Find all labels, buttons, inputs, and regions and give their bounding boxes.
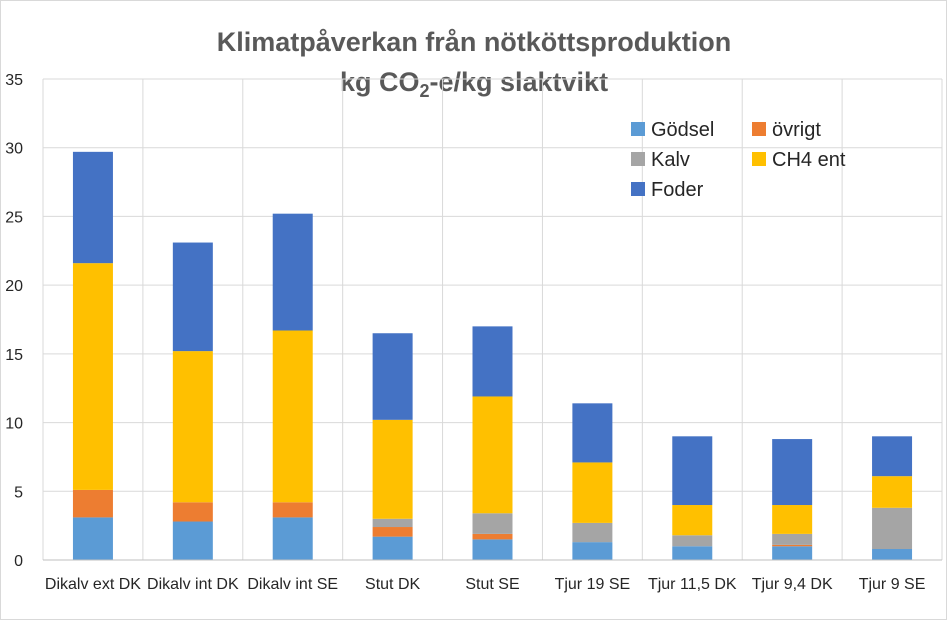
bar-segment — [872, 549, 913, 560]
legend-label: CH4 ent — [772, 149, 846, 171]
bar-segment — [572, 403, 613, 463]
y-tick-label: 10 — [5, 416, 23, 433]
bar-segment — [272, 213, 313, 331]
bar-segment — [672, 546, 713, 560]
bar-segment — [572, 462, 613, 523]
bar-segment — [372, 518, 413, 528]
bar-segment — [72, 263, 113, 490]
y-tick-label: 35 — [5, 72, 23, 89]
x-tick-label: Tjur 9,4 DK — [752, 576, 833, 593]
y-tick-label: 0 — [14, 553, 23, 570]
legend-item: CH4 ent — [752, 149, 846, 171]
bar-segment — [572, 542, 613, 560]
bar-segment — [372, 527, 413, 537]
y-tick-label: 30 — [5, 141, 23, 158]
x-tick-label: Stut DK — [365, 576, 420, 593]
bar-segment — [772, 505, 813, 534]
bar-segment — [372, 419, 413, 519]
subtitle-suffix: -e/kg slaktvikt — [429, 67, 608, 97]
subtitle-subscript: 2 — [419, 81, 429, 101]
legend-swatch — [631, 182, 645, 196]
bar-segment — [672, 535, 713, 547]
bar-segment — [472, 513, 513, 534]
x-tick-label: Tjur 9 SE — [859, 576, 926, 593]
bar-segment — [672, 505, 713, 536]
y-tick-label: 5 — [14, 484, 23, 501]
bar-segment — [472, 326, 513, 397]
x-tick-label: Dikalv ext DK — [45, 576, 141, 593]
bars — [72, 151, 913, 560]
bar-segment — [772, 544, 813, 547]
bar-segment — [372, 333, 413, 420]
bar-segment — [172, 521, 213, 560]
legend-item: Foder — [631, 179, 704, 201]
legend-swatch — [752, 152, 766, 166]
x-tick-label: Dikalv int SE — [247, 576, 338, 593]
bar-segment — [272, 502, 313, 518]
bar-segment — [72, 517, 113, 560]
bar-segment — [172, 502, 213, 522]
bar-segment — [472, 396, 513, 514]
bar-segment — [272, 517, 313, 560]
legend-swatch — [752, 122, 766, 136]
chart-subtitle: kg CO2-e/kg slaktvikt — [340, 67, 608, 101]
legend-label: Foder — [651, 179, 704, 201]
x-tick-label: Tjur 11,5 DK — [648, 576, 737, 593]
legend-label: övrigt — [772, 119, 821, 141]
legend-item: övrigt — [752, 119, 821, 141]
legend-item: Kalv — [631, 149, 690, 171]
bar-segment — [172, 351, 213, 503]
legend: Gödsel övrigt Kalv CH4 ent Foder — [631, 119, 846, 201]
bar-segment — [72, 489, 113, 518]
bar-segment — [772, 533, 813, 545]
y-tick-label: 20 — [5, 278, 23, 295]
subtitle-prefix: kg CO — [340, 67, 420, 97]
bar-segment — [372, 536, 413, 560]
bar-segment — [572, 522, 613, 543]
bar-segment — [672, 436, 713, 506]
bar-segment — [872, 436, 913, 477]
legend-label: Gödsel — [651, 119, 714, 141]
legend-swatch — [631, 122, 645, 136]
bar-segment — [472, 533, 513, 540]
x-tick-label: Tjur 19 SE — [555, 576, 631, 593]
bar-segment — [772, 439, 813, 506]
axes: 0 5 10 15 20 25 30 35 Dikalv ext DK Dikalv int DK… — [5, 72, 942, 593]
bar-segment — [172, 242, 213, 352]
bar-segment — [872, 476, 913, 508]
x-tick-label: Stut SE — [465, 576, 519, 593]
grid-lines — [42, 78, 943, 560]
bar-segment — [472, 539, 513, 560]
legend-swatch — [631, 152, 645, 166]
x-tick-label: Dikalv int DK — [147, 576, 239, 593]
legend-label: Kalv — [651, 149, 690, 171]
bar-segment — [772, 546, 813, 560]
legend-item: Gödsel — [631, 119, 714, 141]
bar-segment — [72, 151, 113, 264]
y-tick-label: 25 — [5, 209, 23, 226]
y-tick-label: 15 — [5, 347, 23, 364]
bar-segment — [272, 330, 313, 503]
chart-title: Klimatpåverkan från nötköttsproduktion — [217, 27, 732, 57]
bar-segment — [872, 507, 913, 550]
